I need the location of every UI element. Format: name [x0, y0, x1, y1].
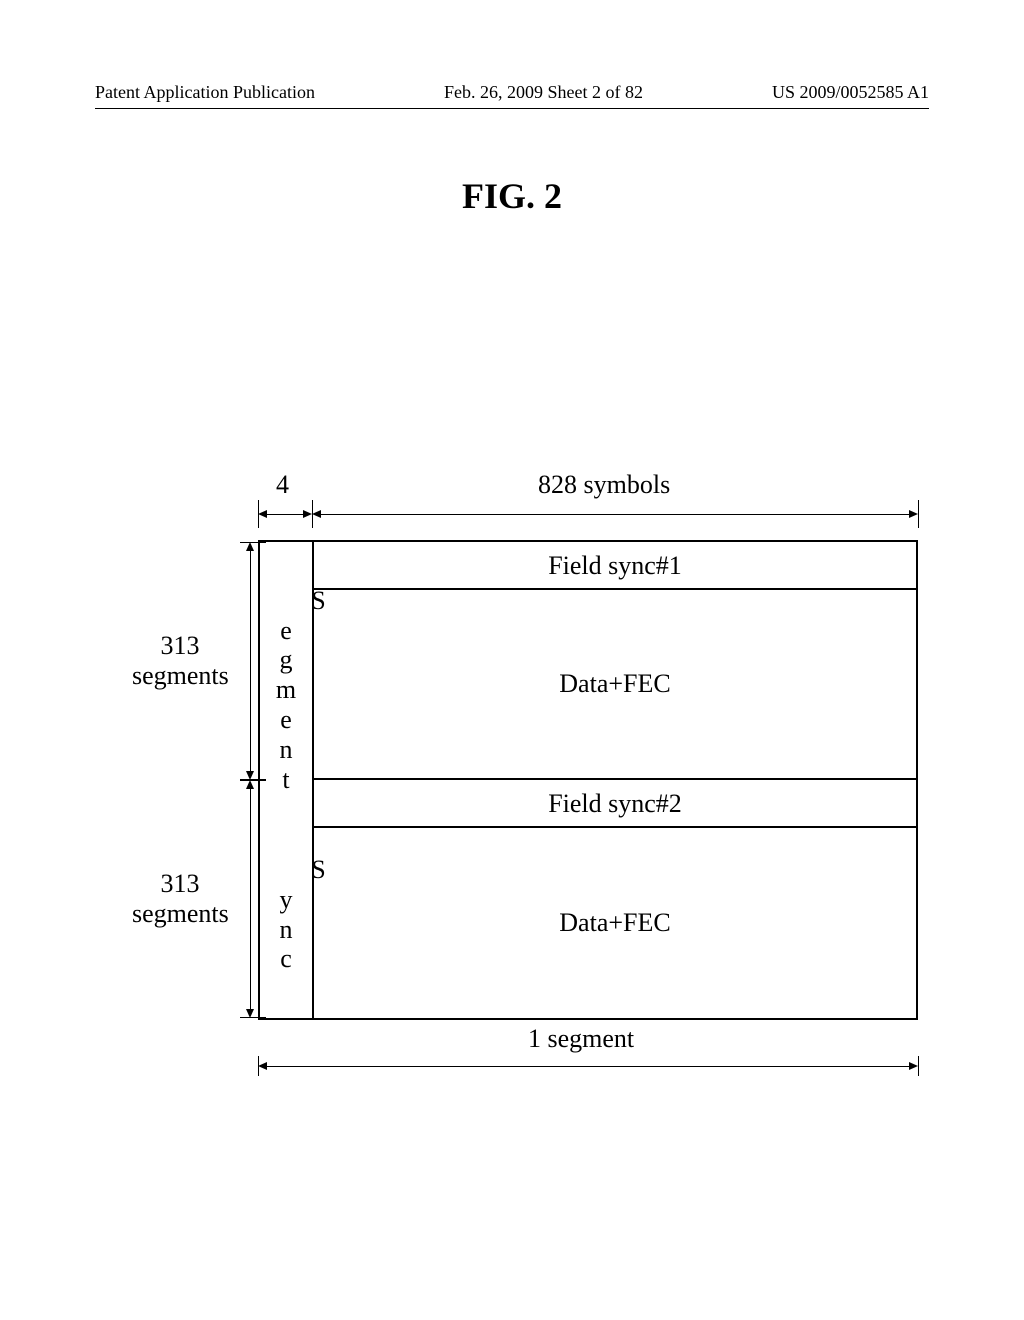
- arrowhead-right-icon: [909, 1062, 918, 1070]
- arrowhead-right-icon: [909, 510, 918, 518]
- top-dimension-row: 4 828 symbols: [258, 470, 920, 540]
- segments-label: 313 segments: [132, 631, 228, 691]
- arrowhead-up-icon: [246, 780, 254, 789]
- one-segment-label: 1 segment: [528, 1024, 634, 1054]
- arrowhead-right-icon: [303, 510, 312, 518]
- header-rule: [95, 108, 929, 109]
- figure-title: FIG. 2: [0, 175, 1024, 217]
- header-right: US 2009/0052585 A1: [772, 82, 929, 103]
- arrowhead-left-icon: [312, 510, 321, 518]
- content-width-label: 828 symbols: [538, 470, 670, 500]
- vertical-dim-arrow: [240, 542, 260, 780]
- data-fec-row-1: Data+FEC: [314, 590, 916, 780]
- frame-structure-diagram: 4 828 symbols 313 segments: [140, 470, 920, 1080]
- header-left: Patent Application Publication: [95, 82, 315, 103]
- segments-annotation-1: 313 segments: [132, 542, 252, 780]
- segments-annotation-2: 313 segments: [132, 780, 252, 1018]
- bottom-dimension-row: 1 segment: [258, 1020, 918, 1080]
- arrowhead-left-icon: [258, 1062, 267, 1070]
- arrowhead-down-icon: [246, 771, 254, 780]
- dim-arrow-line: [264, 514, 306, 515]
- field-sync-1-row: Field sync#1: [314, 542, 916, 590]
- vertical-dim-arrow: [240, 780, 260, 1018]
- arrowhead-left-icon: [258, 510, 267, 518]
- header-center: Feb. 26, 2009 Sheet 2 of 82: [444, 82, 643, 103]
- dim-tick: [918, 500, 919, 528]
- dim-arrow-line: [250, 786, 251, 1012]
- field-sync-2-row: Field sync#2: [314, 780, 916, 828]
- dim-tick: [918, 1056, 919, 1076]
- arrowhead-down-icon: [246, 1009, 254, 1018]
- dim-arrow-line: [250, 548, 251, 774]
- page-header: Patent Application Publication Feb. 26, …: [0, 82, 1024, 103]
- arrowhead-up-icon: [246, 542, 254, 551]
- vsb-frame-table: 313 segments 313 segments: [258, 540, 918, 1020]
- dim-arrow-line: [266, 1066, 910, 1067]
- sync-width-label: 4: [276, 470, 289, 500]
- dim-arrow-line: [320, 514, 910, 515]
- content-column: Field sync#1 Data+FEC Field sync#2 Data+…: [314, 542, 916, 1018]
- segments-label: 313 segments: [132, 869, 228, 929]
- data-fec-row-2: Data+FEC: [314, 828, 916, 1018]
- segment-sync-column: S e g m e n t S y n c: [260, 542, 314, 1018]
